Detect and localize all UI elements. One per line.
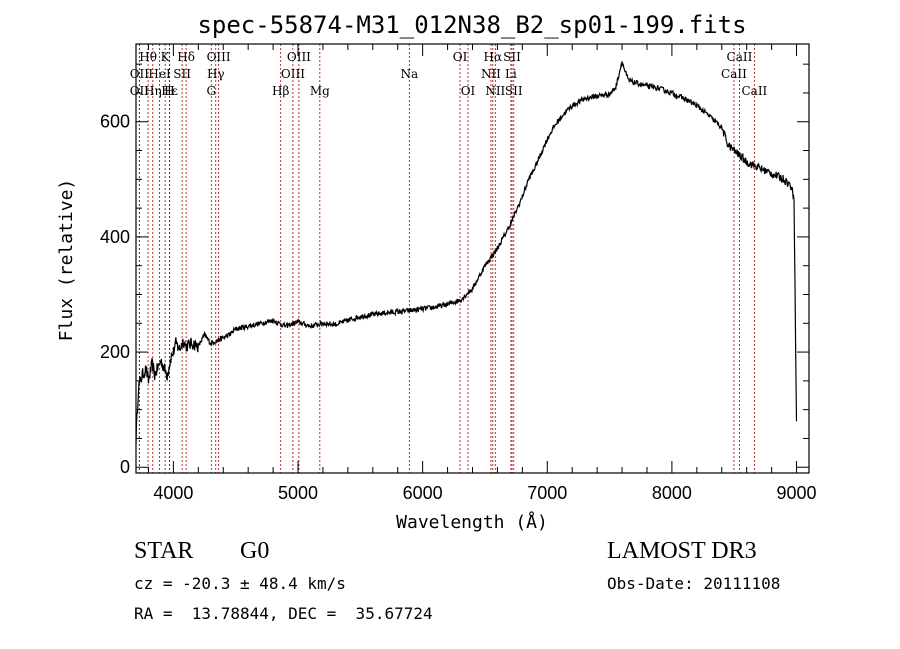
emission-line-label: NII (481, 67, 501, 81)
emission-line-label: CaII (721, 67, 747, 81)
x-tick-label: 8000 (652, 483, 692, 503)
x-tick-label: 9000 (777, 483, 817, 503)
emission-line-label: Hθ (139, 50, 157, 64)
y-tick-label: 0 (120, 457, 130, 477)
emission-line-label: OI (461, 84, 476, 98)
emission-line-label: OII (130, 84, 150, 98)
emission-line-label: OIII (281, 67, 305, 81)
emission-line-label: SII (173, 67, 191, 81)
emission-line-label: SII (505, 84, 523, 98)
y-tick-label: 200 (100, 342, 130, 362)
emission-line-label: Hα (484, 50, 503, 64)
y-axis: 0 200 400 600 (100, 63, 809, 477)
spectrum-line (135, 61, 798, 444)
y-tick-label: 400 (100, 227, 130, 247)
emission-line-label: Mg (310, 84, 330, 98)
emission-line-label: Hε (161, 84, 178, 98)
emission-line-label: OIII (287, 50, 311, 64)
emission-line-label: HeI (148, 67, 171, 81)
x-tick-label: 6000 (403, 483, 443, 503)
chart-title: spec-55874-M31_012N38_B2_sp01-199.fits (197, 11, 746, 39)
emission-line-label: CaII (727, 50, 753, 64)
emission-line-label: OIII (207, 50, 231, 64)
spectrum-chart: spec-55874-M31_012N38_B2_sp01-199.fits H… (56, 11, 817, 533)
survey-label: LAMOST DR3 (607, 538, 757, 564)
star-subclass: G0 (240, 538, 270, 564)
emission-line-markers (138, 44, 755, 473)
x-axis: 4000 5000 6000 7000 8000 9000 (147, 44, 817, 503)
emission-line-label: NII (485, 84, 505, 98)
emission-line-label: SII (503, 50, 521, 64)
emission-line-label: Hδ (177, 50, 195, 64)
obs-date: Obs-Date: 20111108 (607, 574, 781, 593)
x-tick-label: 5000 (278, 483, 318, 503)
emission-line-label: OI (453, 50, 468, 64)
emission-line-label: H (164, 84, 174, 98)
emission-line-label: Hγ (207, 67, 225, 81)
emission-line-label: CaII (741, 84, 767, 98)
emission-line-label: Hη (144, 84, 162, 98)
y-tick-label: 600 (100, 112, 130, 132)
x-tick-label: 4000 (153, 483, 193, 503)
y-axis-label: Flux (relative) (56, 179, 77, 342)
emission-line-label: Hβ (272, 84, 289, 98)
cz-value: cz = -20.3 ± 48.4 km/s (134, 574, 346, 593)
emission-line-label: Na (400, 67, 418, 81)
emission-line-label: OII (130, 67, 150, 81)
star-class: STAR (134, 538, 194, 564)
coordinates: RA = 13.78844, DEC = 35.67724 (134, 604, 433, 623)
plot-frame (135, 43, 810, 474)
emission-line-label: Li (505, 67, 517, 81)
emission-line-label: K (161, 50, 171, 64)
emission-line-label: G (206, 84, 216, 98)
x-axis-label: Wavelength (Å) (396, 511, 548, 533)
x-tick-label: 7000 (527, 483, 567, 503)
